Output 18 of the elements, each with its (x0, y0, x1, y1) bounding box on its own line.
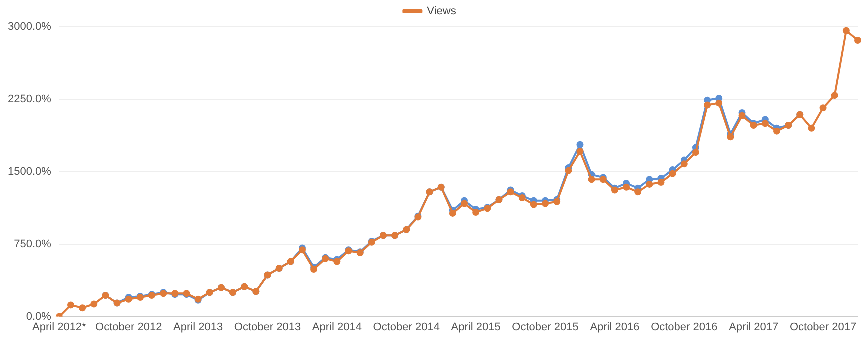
x-tick-label: April 2014 (312, 321, 362, 334)
x-tick-label: April 2013 (174, 321, 224, 334)
x-tick-label: October 2017 (790, 321, 857, 334)
x-tick-label: October 2012 (96, 321, 162, 334)
y-tick-label: 0.0% (26, 310, 52, 323)
x-tick-label: April 2015 (451, 321, 501, 334)
legend-label: Views (427, 6, 457, 18)
y-tick-label: 3000.0% (8, 21, 52, 34)
y-tick-label: 1500.0% (8, 166, 52, 178)
y-tick-label: 750.0% (14, 238, 52, 250)
x-tick-label: April 2017 (729, 321, 779, 334)
x-tick-label: October 2014 (373, 321, 440, 334)
x-tick-label: October 2015 (512, 321, 579, 334)
x-tick-label: October 2016 (651, 321, 718, 334)
y-tick-label: 2250.0% (8, 93, 52, 106)
x-tick-label: April 2012* (32, 321, 88, 334)
x-tick-label: October 2013 (234, 321, 302, 334)
x-tick-label: April 2016 (590, 321, 640, 334)
